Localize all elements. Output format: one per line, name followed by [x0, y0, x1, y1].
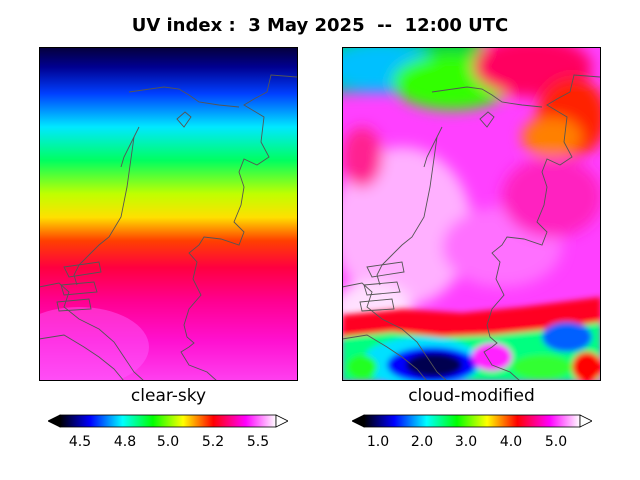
- coastline: [39, 74, 298, 381]
- colorbar-tick: 4.5: [68, 434, 92, 450]
- colorbar-tick: 4.8: [113, 434, 137, 450]
- colorbar-tick: 5.5: [246, 434, 270, 450]
- colorbar-tick: 4.0: [499, 434, 523, 450]
- cloud-modified-label: cloud-modified: [408, 386, 535, 406]
- figure-title: UV index : 3 May 2025 -- 12:00 UTC: [131, 15, 509, 36]
- clear-sky-map: [39, 47, 298, 381]
- clear-sky-field: [39, 47, 298, 381]
- colorbar-tick: 1.0: [366, 434, 390, 450]
- cloud-modified-map: [342, 47, 601, 381]
- colorbar-tick: 3.0: [454, 434, 478, 450]
- clear-sky-label: clear-sky: [130, 386, 207, 406]
- colorbar-tick: 5.2: [201, 434, 225, 450]
- cloud-modified-colorbar: [352, 414, 592, 428]
- clear-sky-colorbar: [48, 414, 288, 428]
- coastline: [342, 74, 601, 381]
- colorbar-tick: 5.0: [544, 434, 568, 450]
- colorbar-tick: 2.0: [410, 434, 434, 450]
- colorbar-tick: 5.0: [156, 434, 180, 450]
